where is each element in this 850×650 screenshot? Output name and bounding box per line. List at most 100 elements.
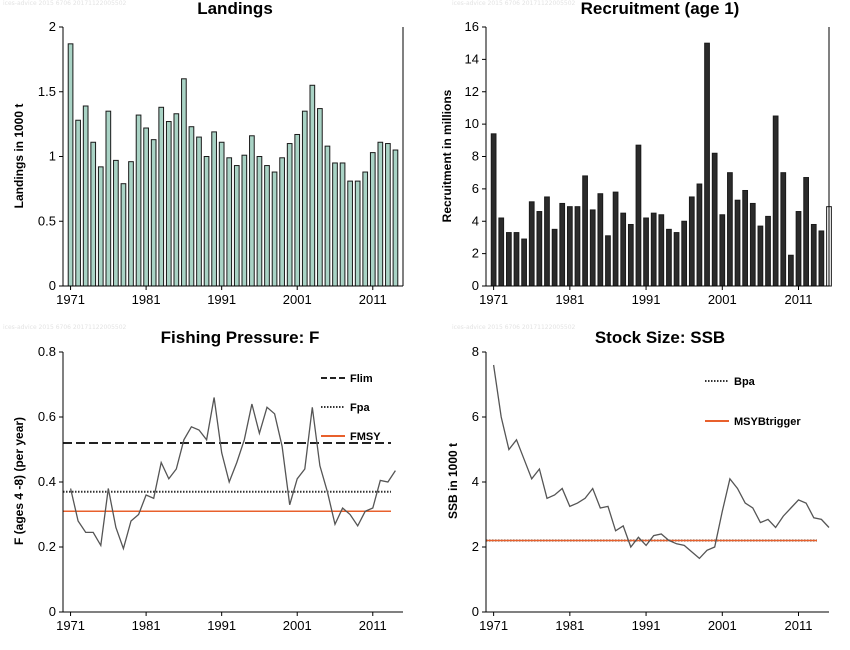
recruitment-x-tick-label: 1991 [632, 292, 661, 307]
landings-bar [392, 149, 399, 287]
recruitment-bar [772, 115, 779, 287]
recruitment-y-tick-label: 10 [465, 116, 479, 131]
recruitment-bar [650, 212, 657, 287]
fishing-pressure-y-tick-label: 0.6 [38, 409, 56, 424]
landings-y-tick-label: 0.5 [38, 213, 56, 228]
fishing-pressure-x-tick-label: 1991 [207, 618, 236, 633]
ssb-y-tick-label: 2 [472, 539, 479, 554]
recruitment-bar [597, 193, 604, 287]
recruitment-bar [528, 201, 535, 287]
recruitment-bar [506, 232, 512, 287]
recruitment-bar [574, 206, 581, 287]
legend-flim-label: Flim [350, 373, 373, 385]
landings-bar [332, 162, 338, 287]
recruitment-bar [658, 214, 665, 287]
ssb-series-line [492, 364, 830, 560]
landings-bar [339, 162, 346, 287]
recruitment-bar [818, 230, 825, 287]
recruitment-y-tick-label: 16 [465, 19, 479, 34]
landings-bar [188, 126, 195, 287]
landings-bar [120, 183, 127, 287]
ssb-y-axis-label: SSB in 1000 t [446, 443, 460, 519]
landings-axes: 0 0.5 1 1.5 2 1971 1981 1991 2001 2011 [38, 19, 404, 307]
landings-bar [203, 156, 210, 287]
landings-y-tick-label: 2 [49, 19, 56, 34]
recruitment-bar [688, 196, 695, 287]
landings-bars [67, 43, 399, 287]
landings-bar [173, 113, 180, 287]
ssb-x-tick-label: 1971 [479, 618, 508, 633]
fishing-pressure-axes: 0 0.2 0.4 0.6 0.8 1971 1981 1991 2001 2011 [38, 344, 403, 633]
landings-x-tick-label: 2011 [359, 292, 387, 307]
recruitment-bar [711, 152, 718, 287]
recruitment-bar [666, 228, 672, 287]
landings-panel: Landings Landings in 1000 t 0 0.5 1 1.5 2 197… [12, 0, 404, 307]
recruitment-bar [681, 220, 688, 287]
landings-bar [218, 141, 225, 287]
ssb-y-tick-label: 4 [472, 474, 479, 489]
landings-bar [105, 110, 112, 287]
recruitment-bar [765, 215, 771, 287]
landings-title: Landings [197, 0, 273, 18]
landings-y-tick-label: 1.5 [38, 84, 56, 99]
recruitment-y-tick-label: 0 [472, 278, 479, 293]
landings-bar [294, 133, 301, 287]
recruitment-bar [536, 211, 543, 287]
landings-bar [385, 143, 391, 287]
recruitment-bar [780, 172, 787, 287]
ssb-y-tick-label: 6 [472, 409, 479, 424]
landings-bar [264, 165, 270, 287]
recruitment-title: Recruitment (age 1) [581, 0, 740, 18]
recruitment-x-tick-label: 2001 [708, 292, 737, 307]
ssb-x-tick-label: 2011 [785, 618, 813, 633]
landings-bar [128, 161, 134, 287]
fishing-pressure-y-axis-label: F (ages 4 -8) (per year) [12, 417, 26, 545]
recruitment-bar [566, 206, 573, 287]
landings-bar [158, 106, 165, 287]
recruitment-y-tick-label: 14 [465, 51, 479, 66]
landings-bar [301, 110, 308, 287]
recruitment-bar [589, 209, 596, 287]
fishing-pressure-x-tick-label: 2001 [283, 618, 312, 633]
landings-bar [82, 105, 89, 287]
fishing-pressure-x-tick-label: 1981 [132, 618, 161, 633]
landings-bar [256, 156, 263, 287]
recruitment-bar [544, 196, 550, 287]
landings-bar [377, 141, 384, 287]
recruitment-bar [749, 202, 756, 287]
watermark-landings: ices-advice 2015 6706 20171122005502 [3, 0, 127, 7]
landings-x-tick-label: 1981 [132, 292, 161, 307]
landings-y-tick-label: 0 [49, 278, 56, 293]
landings-x-tick-label: 1971 [56, 292, 85, 307]
recruitment-bar [727, 172, 733, 287]
recruitment-bar [521, 238, 527, 287]
landings-bar [347, 180, 353, 287]
landings-bar [317, 108, 323, 287]
fishing-pressure-title: Fishing Pressure: F [161, 328, 320, 347]
recruitment-bar [627, 223, 634, 287]
fishing-pressure-panel: Fishing Pressure: F F (ages 4 -8) (per y… [12, 328, 403, 633]
recruitment-bar [719, 214, 726, 287]
landings-bar [271, 171, 278, 287]
recruitment-y-axis-label: Recruitment in millions [440, 89, 454, 222]
recruitment-bar [704, 42, 710, 287]
landings-bar [97, 166, 104, 287]
recruitment-bar [795, 211, 802, 287]
recruitment-bar [696, 183, 703, 287]
legend-msybtrigger-label: MSYBtrigger [734, 416, 801, 428]
landings-bar [135, 114, 142, 287]
ssb-x-tick-label: 1991 [632, 618, 661, 633]
legend-bpa-label: Bpa [734, 376, 756, 388]
fishing-pressure-x-tick-label: 1971 [56, 618, 85, 633]
recruitment-bar [734, 199, 741, 287]
fishing-pressure-y-tick-label: 0.8 [38, 344, 56, 359]
ssb-y-tick-label: 0 [472, 604, 479, 619]
legend-fpa-label: Fpa [350, 402, 370, 414]
landings-bar [150, 139, 157, 287]
landings-bar [90, 141, 97, 287]
recruitment-bar [810, 223, 817, 287]
landings-bar [113, 159, 119, 287]
recruitment-bar [643, 217, 649, 287]
landings-bar [75, 119, 81, 287]
landings-bar [165, 121, 172, 287]
